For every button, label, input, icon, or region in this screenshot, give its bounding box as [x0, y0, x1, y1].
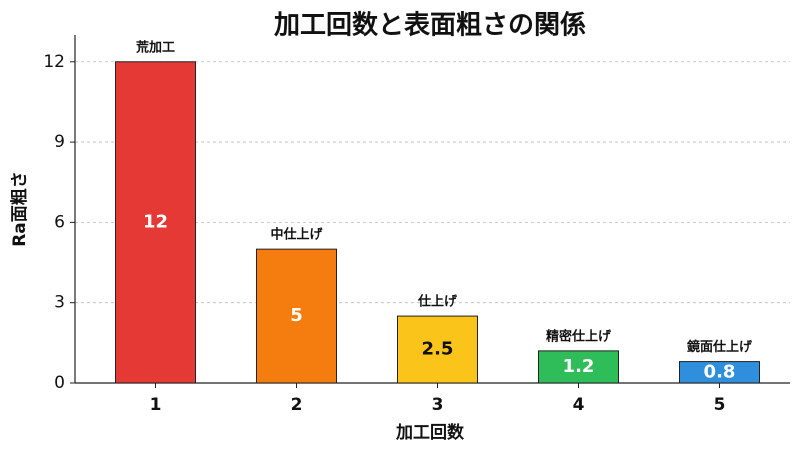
value-label: 0.8 — [704, 361, 736, 382]
y-tick-label: 12 — [43, 52, 65, 72]
x-tick-label: 2 — [291, 395, 303, 415]
x-tick-label: 5 — [714, 395, 726, 415]
x-tick-label: 1 — [150, 395, 162, 415]
y-tick-label: 6 — [54, 212, 65, 232]
bar — [679, 361, 760, 384]
value-label: 1.2 — [563, 356, 595, 377]
value-label: 5 — [290, 305, 303, 326]
bar-annotation: 荒加工 — [135, 39, 175, 55]
bar-annotation: 仕上げ — [417, 294, 458, 310]
bar-annotation: 中仕上げ — [270, 227, 323, 243]
bar — [397, 315, 478, 384]
y-tick-label: 3 — [54, 293, 65, 313]
x-axis-label: 加工回数 — [395, 422, 465, 443]
chart-title: 加工回数と表面粗さの関係 — [274, 11, 586, 41]
bar — [115, 61, 196, 384]
x-tick-label: 3 — [432, 395, 444, 415]
y-axis-label: Ra面粗さ — [9, 171, 30, 247]
x-tick-label: 4 — [573, 395, 585, 415]
bar-annotation: 精密仕上げ — [546, 328, 612, 344]
value-label: 12 — [143, 211, 168, 232]
y-tick-label: 0 — [54, 373, 65, 393]
bar-annotation: 鏡面仕上げ — [687, 339, 753, 355]
bar — [538, 350, 619, 384]
value-label: 2.5 — [422, 339, 454, 360]
bar — [256, 248, 337, 384]
y-tick-label: 9 — [54, 132, 65, 152]
